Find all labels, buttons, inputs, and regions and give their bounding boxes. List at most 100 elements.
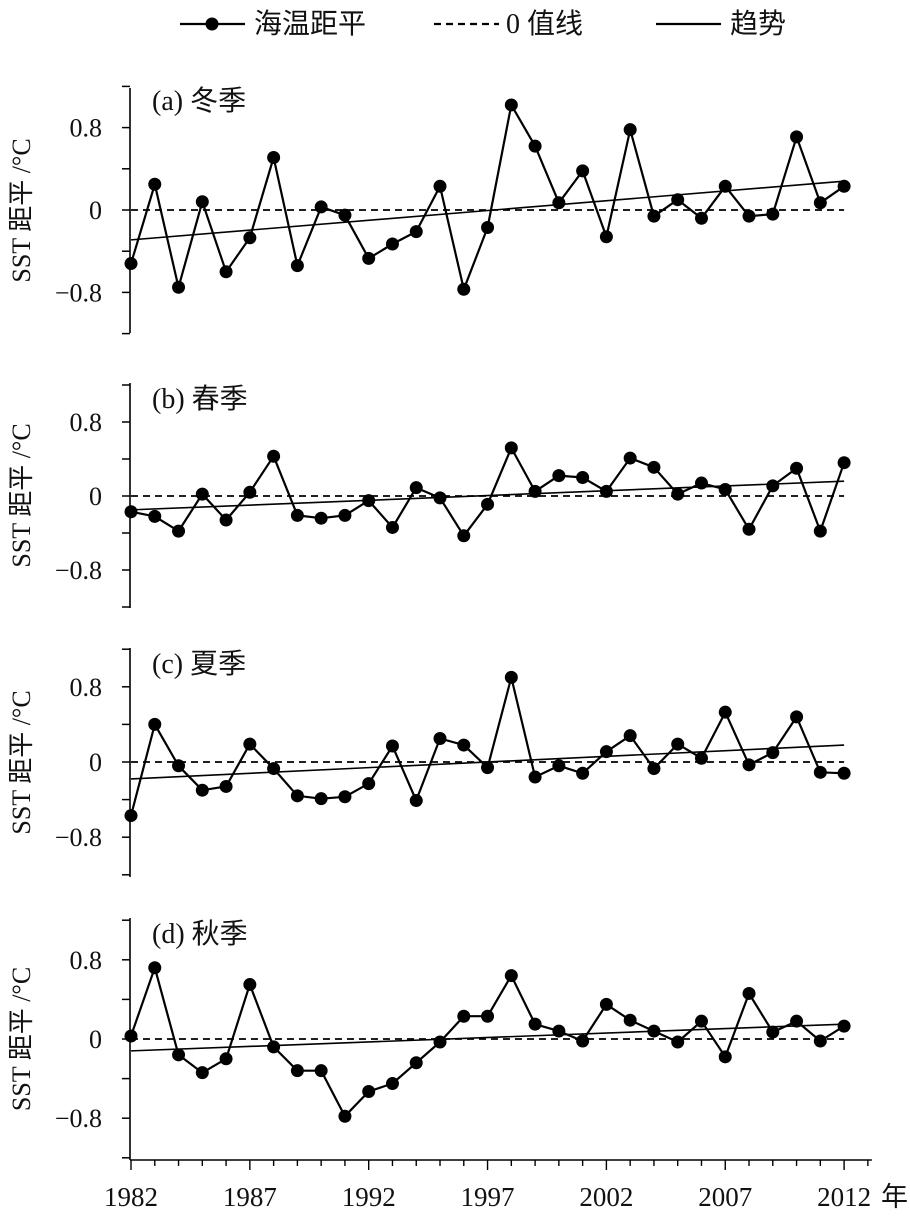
y-axis-title: SST 距平 /°C	[7, 423, 36, 567]
y-axis-title: SST 距平 /°C	[7, 967, 36, 1111]
data-point	[481, 221, 495, 235]
data-point	[385, 237, 399, 251]
data-point	[267, 150, 281, 164]
y-axis-title: SST 距平 /°C	[7, 138, 36, 282]
data-point	[148, 717, 162, 731]
data-point	[837, 179, 851, 193]
data-point	[647, 1024, 661, 1038]
anomaly-series-line	[130, 446, 846, 537]
panel-0: 0.8 0 −0.8 SST 距平 /°C (a) 冬季	[7, 85, 851, 335]
panel-3: 0.8 0 −0.8 SST 距平 /°C (d) 秋季	[7, 918, 851, 1160]
data-point	[718, 705, 732, 719]
data-point	[219, 1052, 233, 1066]
legend-trend-label: 趋势	[730, 8, 786, 40]
x-axis: 1982 1987 1992 1997 2002 2007 2012 年	[104, 1159, 908, 1212]
data-point	[742, 986, 756, 1000]
data-point	[837, 456, 851, 470]
data-point	[385, 520, 399, 534]
data-point	[813, 1034, 827, 1048]
data-point	[409, 481, 423, 495]
data-point	[766, 1025, 780, 1039]
legend-zero-label: 0 值线	[506, 8, 583, 40]
data-point	[481, 497, 495, 511]
data-point	[362, 251, 376, 265]
x-tick-label: 1997	[461, 1182, 515, 1212]
data-point	[172, 759, 186, 773]
panels: 0.8 0 −0.8 SST 距平 /°C (a) 冬季 0.8 0 −0.8 SST 距平 /…	[7, 85, 851, 1160]
data-point	[433, 491, 447, 505]
data-point	[243, 485, 257, 499]
data-point	[338, 508, 352, 522]
data-point	[409, 1056, 423, 1070]
data-point	[314, 792, 328, 806]
data-point	[457, 1009, 471, 1023]
data-point	[314, 200, 328, 214]
data-point	[623, 451, 637, 465]
legend-anomaly-marker-icon	[205, 17, 219, 31]
data-point	[172, 524, 186, 538]
y-tick-label: −0.8	[55, 556, 102, 585]
data-point	[267, 1040, 281, 1054]
legend: 海温距平 0 值线 趋势	[180, 8, 786, 40]
data-point	[671, 193, 685, 207]
y-axis-title: SST 距平 /°C	[7, 690, 36, 834]
panel-title: (d) 秋季	[152, 918, 248, 950]
data-point	[314, 511, 328, 525]
data-point	[433, 179, 447, 193]
y-tick-label: 0	[89, 196, 102, 225]
data-point	[124, 1029, 138, 1043]
data-point	[671, 1035, 685, 1049]
data-point	[433, 1035, 447, 1049]
data-point	[457, 738, 471, 752]
data-point	[647, 209, 661, 223]
data-point	[338, 1109, 352, 1123]
x-tick-label: 2007	[698, 1182, 752, 1212]
data-point	[290, 508, 304, 522]
data-point	[124, 505, 138, 519]
x-tick-label: 2002	[579, 1182, 633, 1212]
panel-title: (b) 春季	[152, 383, 248, 415]
data-point	[718, 483, 732, 497]
data-point	[457, 282, 471, 296]
anomaly-series-line	[129, 676, 845, 816]
panel-title: (a) 冬季	[152, 85, 246, 117]
data-point	[362, 1084, 376, 1098]
data-point	[504, 969, 518, 983]
y-tick-label: 0	[89, 1025, 102, 1054]
x-tick-label: 1982	[104, 1182, 158, 1212]
data-point	[385, 1077, 399, 1091]
y-tick-label: 0.8	[70, 408, 103, 437]
data-point	[766, 479, 780, 493]
data-point	[219, 779, 233, 793]
data-point	[148, 177, 162, 191]
data-point	[290, 259, 304, 273]
x-tick-label: 1992	[342, 1182, 396, 1212]
data-point	[314, 1064, 328, 1078]
data-point	[504, 98, 518, 112]
data-point	[647, 762, 661, 776]
data-point	[481, 761, 495, 775]
trend-line	[130, 1023, 845, 1052]
panel-2: 0.8 0 −0.8 SST 距平 /°C (c) 夏季	[7, 648, 851, 877]
data-point	[742, 758, 756, 772]
x-tick-label: 2012	[817, 1182, 871, 1212]
data-point	[481, 1009, 495, 1023]
data-point	[766, 207, 780, 221]
data-point	[552, 759, 566, 773]
data-point	[790, 461, 804, 475]
data-point	[457, 529, 471, 543]
data-point	[528, 139, 542, 153]
data-point	[647, 460, 661, 474]
data-point	[623, 1013, 637, 1027]
data-point	[504, 441, 518, 455]
anomaly-series-line	[129, 103, 845, 291]
data-point	[338, 208, 352, 222]
y-tick-label: −0.8	[55, 1104, 102, 1133]
data-point	[219, 513, 233, 527]
data-point	[742, 522, 756, 536]
data-point	[718, 179, 732, 193]
data-point	[195, 487, 209, 501]
x-axis-unit: 年	[881, 1182, 908, 1212]
data-point	[362, 777, 376, 791]
